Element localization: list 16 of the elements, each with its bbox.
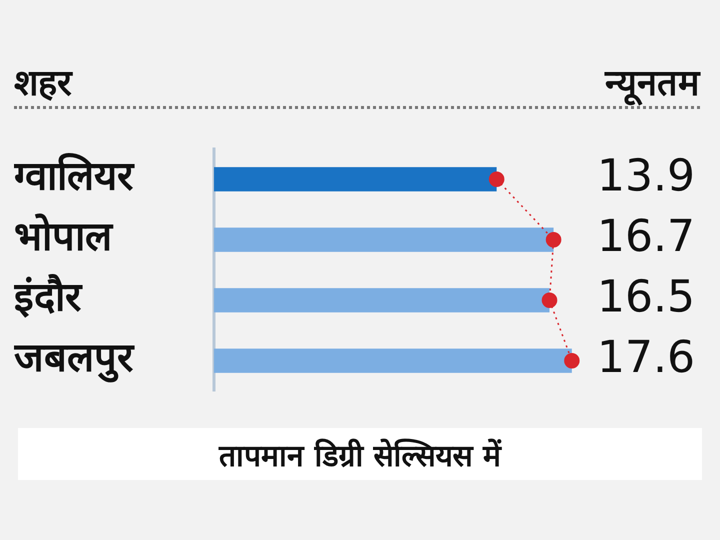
- y-tick-label: भोपाल: [14, 213, 114, 260]
- bar: [214, 288, 550, 312]
- point: [542, 292, 558, 308]
- text: न्यूनतम: [605, 62, 700, 106]
- data-label: 16.5: [597, 272, 695, 323]
- data-label: 13.9: [597, 150, 695, 202]
- bar: [214, 167, 497, 192]
- point: [546, 232, 562, 248]
- data-label: 17.6: [597, 332, 695, 384]
- bar: [214, 228, 554, 252]
- bar: [214, 348, 572, 373]
- point: [488, 172, 504, 187]
- y-axis-title: शहर: [14, 62, 72, 106]
- data-label: 16.7: [597, 211, 695, 262]
- point: [564, 353, 580, 368]
- x-axis-title: तापमान डिग्री सेल्सियस में: [218, 438, 502, 474]
